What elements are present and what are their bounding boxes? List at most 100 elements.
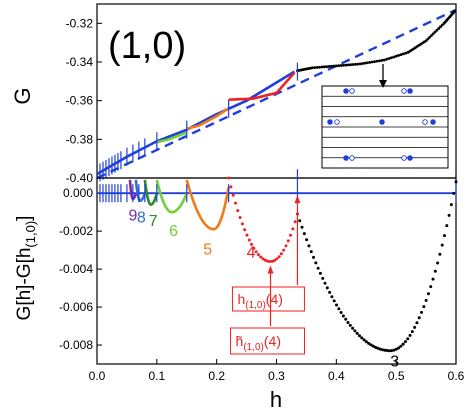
curve-point: [318, 271, 322, 275]
inset-open-atom: [334, 119, 340, 125]
top-data-point: [389, 56, 393, 60]
top-y-axis: -0.40 -0.38 -0.36 -0.34 -0.32: [66, 16, 102, 185]
curve-point: [300, 225, 304, 229]
curve-point: [357, 334, 361, 338]
top-data-point: [375, 59, 379, 63]
x-tick-label: 0.3: [268, 369, 285, 383]
curve-point: [321, 276, 325, 280]
curve-line: [155, 179, 188, 214]
curve-point: [376, 346, 380, 350]
top-data-point: [439, 25, 442, 29]
top-data-point: [330, 64, 333, 68]
curve-point: [410, 330, 414, 334]
curve-point: [323, 281, 327, 285]
curve-point: [234, 201, 238, 205]
curve-point: [250, 242, 254, 246]
curve-6: 6: [155, 179, 188, 240]
curve-point: [256, 253, 260, 257]
panel-label: (1,0): [108, 25, 186, 67]
top-data-point: [392, 55, 396, 59]
curve-label-6: 6: [169, 223, 178, 240]
top-data-point: [370, 60, 374, 64]
curve-point: [408, 333, 412, 337]
curve-point: [229, 185, 233, 189]
top-data-point: [363, 61, 367, 65]
curve-point: [266, 259, 270, 263]
top-data-point: [380, 59, 384, 62]
top-data-point: [337, 64, 341, 68]
top-data-point: [431, 32, 435, 36]
curve-point: [440, 243, 444, 247]
curve-point: [284, 244, 288, 248]
curve-point: [422, 305, 426, 309]
bottom-blue-tick-marks: [99, 169, 457, 203]
top-data-point: [344, 63, 348, 67]
top-data-point: [311, 66, 314, 70]
top-data-point: [318, 65, 321, 69]
top-data-point: [397, 54, 400, 57]
curve-point: [360, 336, 364, 340]
top-y-tick-label: -0.40: [66, 171, 94, 185]
curve-point: [247, 238, 251, 242]
curve-point: [245, 233, 249, 237]
curve-point: [277, 255, 281, 259]
top-data-point: [378, 59, 381, 63]
curve-label-4: 4: [247, 245, 256, 262]
curve-point: [332, 299, 336, 303]
top-data-point: [334, 64, 338, 68]
inset-open-atom: [349, 155, 355, 161]
top-data-point: [342, 63, 345, 67]
top-data-point: [320, 65, 324, 69]
curve-point: [231, 193, 235, 197]
x-tick-label: 0.6: [448, 369, 465, 383]
curve-point: [240, 222, 244, 226]
top-data-point: [356, 62, 360, 66]
inset-filled-atom: [343, 88, 349, 94]
curve-point: [263, 258, 267, 262]
curve-7: 7: [143, 179, 159, 230]
curve-point: [420, 310, 424, 314]
x-tick-label: 0.0: [89, 369, 106, 383]
lattice-inset: [321, 64, 449, 169]
curve-point: [383, 348, 387, 352]
curve-point: [413, 325, 417, 329]
curve-point: [385, 349, 389, 353]
top-data-point: [430, 34, 433, 37]
top-y-tick-label: -0.34: [66, 55, 94, 69]
curve-point: [454, 180, 458, 184]
curve-point: [243, 228, 247, 232]
curve-point: [445, 224, 449, 228]
curve-point: [449, 203, 453, 207]
curve-point: [403, 340, 407, 344]
curve-point: [309, 250, 313, 254]
top-data-point: [368, 60, 372, 64]
curve-point: [348, 323, 352, 327]
curve-point: [392, 348, 396, 352]
curve-label-7: 7: [149, 213, 158, 230]
top-y-tick-label: -0.32: [66, 16, 94, 30]
top-data-point: [428, 35, 432, 39]
inset-pointer-arrowhead: [379, 80, 387, 88]
curve-point: [314, 261, 318, 265]
curve-point: [367, 341, 371, 345]
top-data-point: [426, 37, 430, 41]
curve-point: [447, 213, 451, 217]
curve-line: [134, 179, 147, 203]
curve-point: [424, 298, 428, 302]
annotation-box-htilde: [230, 327, 306, 355]
bottom-annotations: h(1,0)(4)h̃(1,0)(4): [230, 195, 306, 355]
inset-open-atom: [401, 155, 407, 161]
curve-point: [273, 258, 277, 262]
curve-point: [252, 246, 256, 250]
curve-point: [426, 292, 430, 296]
curve-point: [355, 331, 359, 335]
curve-point: [254, 250, 258, 254]
bottom-y-tick-label: -0.004: [59, 262, 93, 276]
curve-point: [417, 316, 421, 320]
top-data-point: [453, 9, 457, 13]
top-data-point: [361, 62, 365, 65]
curve-5: 5: [185, 179, 230, 259]
curve-point: [369, 343, 373, 347]
curve-point: [344, 317, 348, 321]
top-data-point: [435, 28, 439, 32]
